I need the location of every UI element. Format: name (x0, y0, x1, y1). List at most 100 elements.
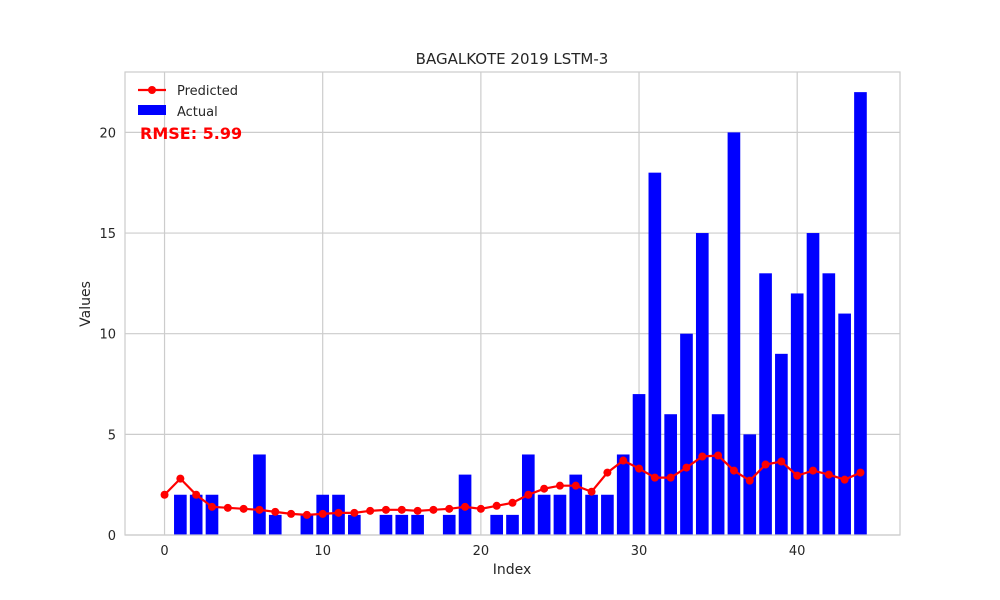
actual-bar (442, 514, 456, 535)
x-tick-label: 0 (160, 544, 168, 559)
actual-bar (268, 514, 282, 535)
chart-title: BAGALKOTE 2019 LSTM-3 (416, 50, 609, 68)
predicted-point (635, 464, 644, 473)
predicted-point (192, 490, 201, 499)
predicted-line-layer (160, 451, 865, 519)
actual-bar (727, 132, 741, 536)
actual-bar (537, 494, 551, 535)
actual-bar (569, 474, 583, 535)
predicted-point (160, 490, 169, 499)
actual-bar (553, 494, 567, 535)
predicted-point (777, 457, 786, 466)
x-tick-label: 30 (631, 544, 648, 559)
actual-bar (711, 414, 725, 535)
predicted-point (809, 466, 818, 475)
actual-bar (680, 333, 693, 535)
legend-actual-swatch (138, 105, 166, 115)
predicted-point (176, 474, 185, 483)
predicted-point (682, 463, 691, 472)
predicted-point (429, 505, 438, 514)
legend-actual-label: Actual (177, 105, 218, 120)
predicted-point (492, 501, 501, 510)
actual-bar (601, 494, 614, 535)
predicted-point (761, 460, 770, 469)
predicted-point (476, 504, 485, 513)
plot-frame (124, 71, 901, 536)
predicted-point (824, 470, 833, 479)
legend-predicted-label: Predicted (177, 84, 238, 99)
predicted-point (729, 466, 738, 475)
actual-bar (253, 454, 266, 535)
legend: Predicted Actual (138, 84, 238, 120)
actual-bar (775, 353, 788, 535)
actual-bar (379, 514, 393, 535)
actual-bar (648, 172, 662, 536)
actual-bar (348, 514, 361, 535)
y-tick-labels: 0 5 10 15 20 (99, 126, 116, 544)
x-axis-label: Index (493, 562, 532, 578)
actual-bar (695, 233, 709, 536)
predicted-point (793, 471, 802, 480)
y-tick-label: 15 (99, 227, 116, 242)
y-axis-label: Values (78, 281, 94, 327)
actual-bar (189, 494, 203, 535)
predicted-point (603, 468, 612, 477)
predicted-point (540, 484, 549, 493)
predicted-point (239, 504, 248, 513)
predicted-point (207, 502, 216, 511)
predicted-point (461, 502, 470, 511)
predicted-point (318, 509, 327, 518)
actual-bar (205, 494, 219, 535)
actual-bar (838, 313, 851, 535)
predicted-point (745, 476, 754, 485)
x-tick-label: 10 (314, 544, 331, 559)
rmse-annotation: RMSE: 5.99 (140, 124, 242, 143)
predicted-point (397, 505, 406, 514)
actual-bar (174, 494, 187, 535)
actual-bar (300, 514, 314, 535)
predicted-point (840, 475, 849, 484)
actual-bar (822, 273, 836, 535)
actual-bar (806, 233, 820, 536)
actual-bar (743, 434, 757, 535)
actual-bar (790, 293, 804, 535)
actual-bar (854, 92, 867, 535)
predicted-point (714, 451, 723, 460)
actual-bar (585, 494, 598, 535)
predicted-point (524, 490, 533, 499)
predicted-point (287, 509, 296, 518)
y-tick-label: 20 (99, 126, 116, 141)
x-tick-label: 20 (473, 544, 490, 559)
actual-bars (174, 92, 867, 536)
predicted-point (698, 452, 707, 461)
predicted-point (587, 487, 596, 496)
y-tick-label: 5 (108, 428, 116, 443)
predicted-point (666, 473, 675, 482)
actual-bar (506, 514, 519, 535)
y-tick-label: 10 (99, 328, 116, 343)
predicted-point (271, 507, 280, 516)
actual-bar (490, 514, 504, 535)
predicted-point (302, 510, 311, 519)
predicted-point (223, 503, 232, 512)
actual-bar (759, 273, 772, 535)
predicted-point (255, 505, 264, 514)
predicted-point (650, 473, 659, 482)
legend-predicted-marker-swatch (148, 86, 156, 94)
actual-bar (632, 394, 646, 535)
actual-bar (411, 514, 424, 535)
predicted-point (508, 498, 517, 507)
predicted-point (445, 504, 454, 513)
predicted-point (571, 481, 580, 490)
predicted-point (381, 505, 390, 514)
predicted-point (334, 508, 343, 517)
actual-bar (395, 514, 409, 535)
predicted-point (555, 481, 564, 490)
x-tick-label: 40 (789, 544, 806, 559)
actual-bar (616, 454, 630, 535)
predicted-point (413, 506, 422, 515)
y-tick-label: 0 (108, 529, 116, 544)
predicted-point (619, 456, 628, 465)
predicted-point (366, 506, 375, 515)
